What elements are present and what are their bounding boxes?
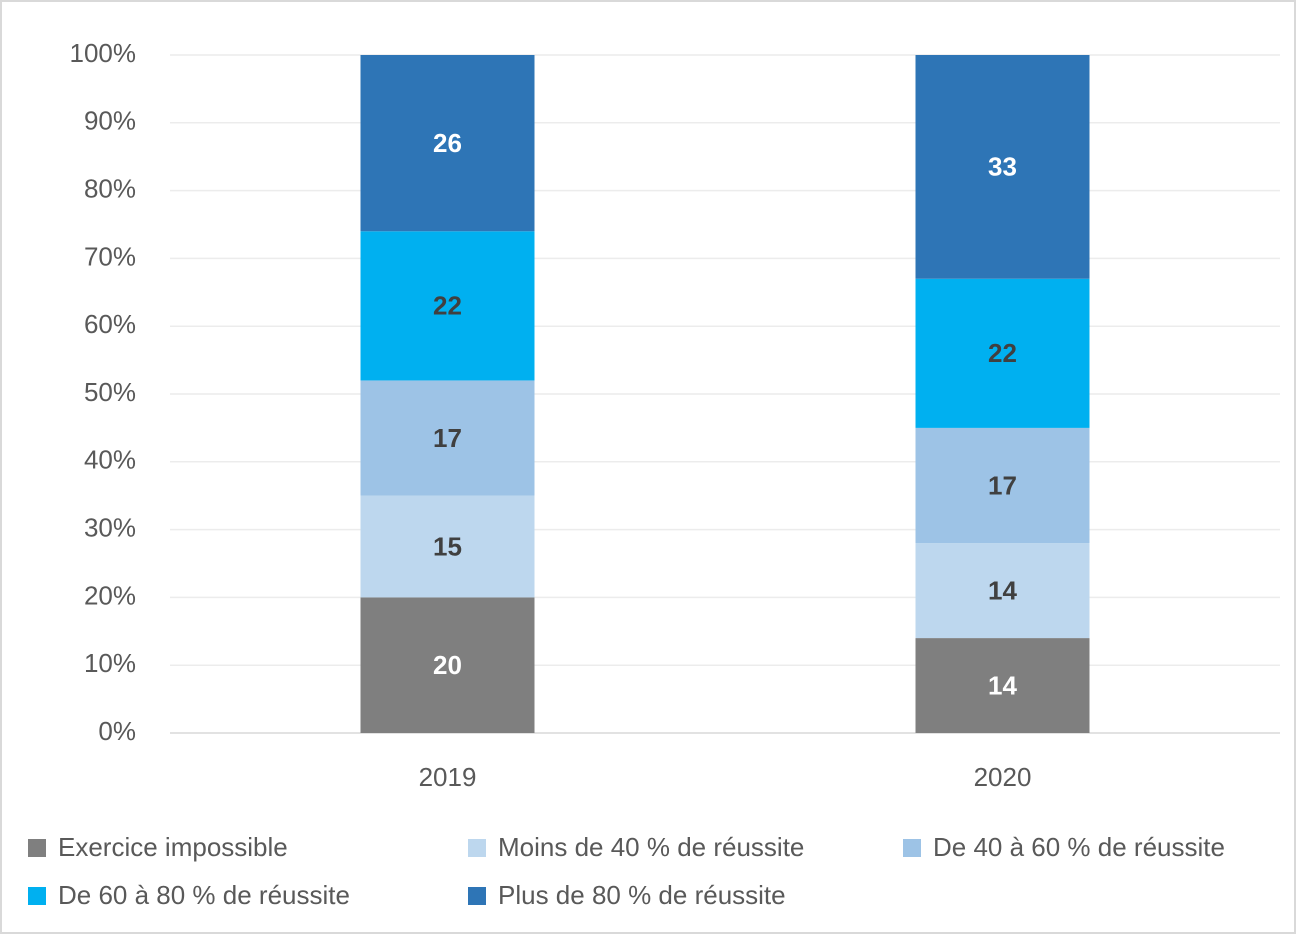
legend-label: De 40 à 60 % de réussite xyxy=(933,832,1225,862)
bar-segment xyxy=(360,55,535,232)
y-tick-label: 90% xyxy=(84,106,136,136)
bar-segment xyxy=(915,278,1090,428)
y-tick-label: 30% xyxy=(84,512,136,542)
legend-label: De 60 à 80 % de réussite xyxy=(58,880,350,910)
bar-segment xyxy=(360,380,535,496)
bar-segment xyxy=(360,231,535,381)
y-tick-label: 100% xyxy=(70,38,137,68)
bar-segment xyxy=(915,427,1090,544)
data-label: 26 xyxy=(433,128,462,158)
y-tick-label: 70% xyxy=(84,241,136,271)
bar-segment xyxy=(915,55,1090,279)
y-tick-label: 0% xyxy=(98,716,136,746)
legend-swatch xyxy=(28,887,46,905)
legend-swatch xyxy=(903,839,921,857)
x-tick-label: 2020 xyxy=(974,762,1032,792)
data-label: 22 xyxy=(433,291,462,321)
data-label: 15 xyxy=(433,531,462,561)
data-label: 14 xyxy=(988,575,1017,605)
data-label: 17 xyxy=(988,470,1017,500)
y-tick-label: 60% xyxy=(84,309,136,339)
data-label: 33 xyxy=(988,152,1017,182)
bar-segment xyxy=(360,495,535,598)
x-tick-label: 2019 xyxy=(419,762,477,792)
legend-label: Moins de 40 % de réussite xyxy=(498,832,804,862)
data-label: 22 xyxy=(988,338,1017,368)
data-label: 20 xyxy=(433,650,462,680)
y-tick-label: 40% xyxy=(84,445,136,475)
bar-segment xyxy=(360,597,535,733)
legend-label: Plus de 80 % de réussite xyxy=(498,880,786,910)
legend-swatch xyxy=(468,839,486,857)
y-tick-label: 20% xyxy=(84,580,136,610)
y-tick-label: 80% xyxy=(84,173,136,203)
data-label: 17 xyxy=(433,423,462,453)
y-tick-label: 50% xyxy=(84,377,136,407)
data-label: 14 xyxy=(988,670,1017,700)
bar-segment xyxy=(915,638,1090,733)
y-tick-label: 10% xyxy=(84,648,136,678)
legend-swatch xyxy=(28,839,46,857)
bar-segment xyxy=(915,543,1090,639)
legend-swatch xyxy=(468,887,486,905)
legend-label: Exercice impossible xyxy=(58,832,288,862)
